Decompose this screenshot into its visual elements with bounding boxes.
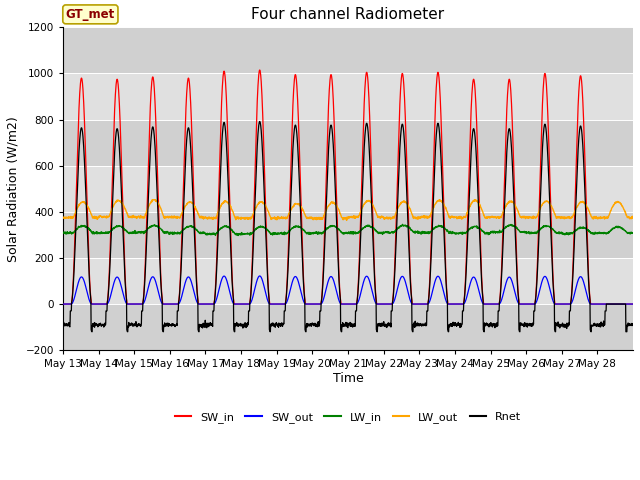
- LW_in: [383, 230, 390, 236]
- Bar: [63, 166, 633, 212]
- LW_out: [116, 198, 124, 204]
- Title: Four channel Radiometer: Four channel Radiometer: [252, 7, 445, 22]
- Bar: [63, 73, 633, 120]
- LW_in: [552, 230, 560, 236]
- LW_out: [148, 197, 156, 203]
- Bar: [63, 27, 633, 73]
- Y-axis label: Solar Radiation (W/m2): Solar Radiation (W/m2): [7, 116, 20, 262]
- SW_in: [520, 301, 528, 307]
- Rnet: [629, 322, 637, 327]
- LW_out: [343, 217, 351, 223]
- Rnet: [621, 301, 629, 307]
- Bar: [63, 258, 633, 304]
- SW_out: [629, 301, 637, 307]
- Line: Rnet: Rnet: [63, 121, 633, 332]
- SW_out: [59, 301, 67, 307]
- LW_out: [59, 215, 67, 220]
- Rnet: [88, 329, 96, 335]
- SW_in: [383, 301, 390, 307]
- Rnet: [552, 322, 560, 327]
- LW_in: [520, 229, 528, 235]
- Rnet: [520, 322, 528, 328]
- SW_out: [256, 273, 264, 279]
- Bar: [63, 120, 633, 166]
- Legend: SW_in, SW_out, LW_in, LW_out, Rnet: SW_in, SW_out, LW_in, LW_out, Rnet: [170, 408, 525, 427]
- SW_in: [239, 301, 247, 307]
- LW_out: [621, 210, 629, 216]
- LW_out: [239, 215, 247, 221]
- Bar: [63, 212, 633, 258]
- SW_in: [552, 301, 560, 307]
- SW_out: [116, 278, 124, 284]
- SW_in: [116, 112, 124, 118]
- SW_in: [621, 301, 629, 307]
- SW_out: [239, 301, 247, 307]
- SW_out: [383, 301, 390, 307]
- Line: LW_in: LW_in: [63, 224, 633, 236]
- SW_in: [629, 301, 637, 307]
- Rnet: [383, 324, 390, 330]
- LW_out: [383, 214, 390, 220]
- Line: LW_out: LW_out: [63, 200, 633, 220]
- Bar: [63, 304, 633, 350]
- LW_in: [239, 231, 247, 237]
- LW_in: [116, 223, 124, 229]
- Rnet: [116, 159, 124, 165]
- LW_in: [399, 221, 406, 227]
- SW_out: [552, 301, 560, 307]
- Rnet: [59, 322, 67, 327]
- LW_out: [629, 216, 637, 221]
- Rnet: [256, 119, 264, 124]
- Line: SW_in: SW_in: [63, 70, 633, 304]
- SW_in: [256, 67, 264, 73]
- Text: GT_met: GT_met: [66, 8, 115, 21]
- LW_in: [621, 228, 629, 234]
- SW_in: [59, 301, 67, 307]
- LW_in: [59, 230, 67, 236]
- LW_out: [520, 214, 528, 220]
- X-axis label: Time: Time: [333, 372, 364, 385]
- SW_out: [621, 301, 629, 307]
- LW_out: [552, 216, 560, 221]
- LW_in: [234, 233, 242, 239]
- Rnet: [239, 323, 247, 329]
- SW_out: [520, 301, 528, 307]
- Line: SW_out: SW_out: [63, 276, 633, 304]
- LW_in: [629, 230, 637, 236]
